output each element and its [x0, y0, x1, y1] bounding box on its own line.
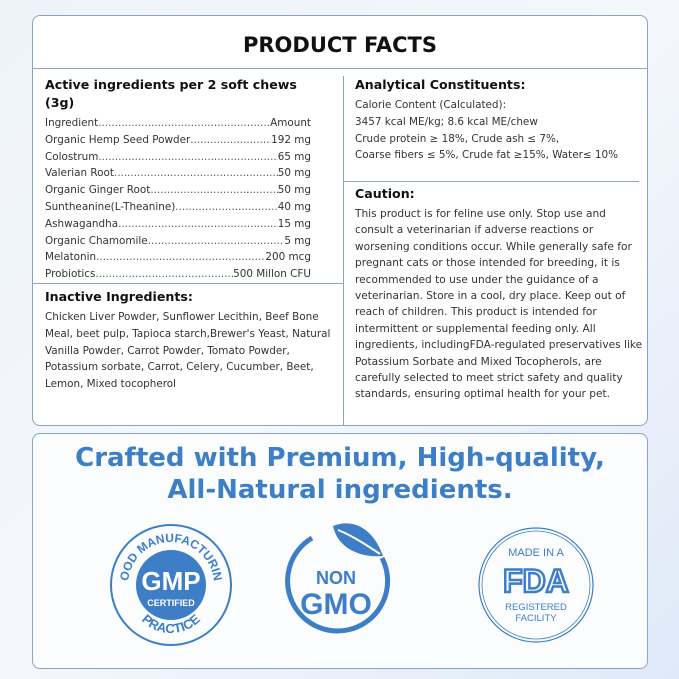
ingredient-row: Melatonin 200 mcg: [45, 249, 311, 266]
quality-banner-panel: Crafted with Premium, High-quality, All-…: [32, 433, 648, 669]
dot-leader: [148, 233, 285, 250]
divider: [343, 181, 639, 182]
active-heading: Active ingredients per 2 soft chews (3g): [45, 77, 297, 110]
ingredient-amount: 192 mg: [271, 133, 311, 146]
ingredient-name: Organic Hemp Seed Powder: [45, 133, 191, 146]
dot-leader: [95, 266, 233, 283]
analytical-line: Calorie Content (Calculated):: [355, 99, 507, 111]
fda-registered-badge: MADE IN A FDA REGISTERED FACILITY: [478, 527, 594, 643]
dot-leader: [190, 132, 271, 149]
analytical-section: Analytical Constituents: Calorie Content…: [355, 76, 645, 164]
ingredient-row: Probiotics 500 Millon CFU: [45, 266, 311, 283]
ingredient-name: Probiotics: [45, 268, 96, 281]
ingredient-row: Colostrum 65 mg: [45, 149, 311, 166]
svg-text:NON: NON: [316, 568, 356, 588]
dot-leader: [114, 165, 278, 182]
divider: [33, 68, 647, 69]
ingredient-row: Organic Ginger Root 50 mg: [45, 182, 311, 199]
ingredient-row: Suntheanine(L-Theanine) 40 mg: [45, 199, 311, 216]
dot-leader: [98, 115, 270, 132]
banner-headline: Crafted with Premium, High-quality, All-…: [33, 442, 647, 506]
ingredient-amount: 15 mg: [277, 217, 311, 230]
ingredient-amount: 500 Millon CFU: [233, 268, 311, 281]
ingredient-amount: 50 mg: [277, 184, 311, 197]
svg-text:FACILITY: FACILITY: [515, 613, 557, 624]
page-title: PRODUCT FACTS: [243, 33, 437, 57]
caution-text: This product is for feline use only. Sto…: [355, 208, 643, 401]
ingredient-row: Valerian Root 50 mg: [45, 165, 311, 182]
analytical-line: Crude protein ≥ 18%, Crude ash ≤ 7%,: [355, 132, 560, 145]
svg-text:MADE IN A: MADE IN A: [508, 547, 564, 559]
dot-leader: [96, 249, 265, 266]
analytical-heading: Analytical Constituents:: [355, 77, 526, 92]
ingredient-amount: Amount: [270, 117, 311, 129]
svg-text:GMO: GMO: [300, 588, 372, 621]
inactive-text: Chicken Liver Powder, Sunflower Lecithin…: [45, 311, 331, 391]
column-divider: [343, 76, 344, 425]
ingredient-name: Valerian Root: [45, 167, 114, 180]
divider: [33, 283, 343, 284]
dot-leader: [118, 216, 278, 233]
active-ingredients-section: Active ingredients per 2 soft chews (3g)…: [45, 76, 311, 283]
ingredient-name: Ingredient: [45, 117, 99, 129]
ingredient-amount: 65 mg: [277, 150, 311, 163]
svg-text:CERTIFIED: CERTIFIED: [147, 598, 195, 608]
dot-leader: [150, 182, 277, 199]
dot-leader: [98, 149, 277, 166]
svg-text:REGISTERED: REGISTERED: [505, 602, 567, 613]
ingredient-row: Ashwagandha 15 mg: [45, 216, 311, 233]
gmp-certified-badge: GOOD MANUFACTURING PRACTICE GMP CERTIFIE…: [108, 522, 232, 646]
inactive-ingredients-section: Inactive Ingredients: Chicken Liver Powd…: [45, 288, 331, 393]
ingredient-amount: 50 mg: [277, 167, 311, 180]
ingredient-amount: 40 mg: [277, 200, 311, 213]
inactive-heading: Inactive Ingredients:: [45, 289, 193, 304]
caution-heading: Caution:: [355, 186, 415, 201]
ingredient-row: Ingredient Amount: [45, 115, 311, 132]
ingredient-name: Ashwagandha: [45, 217, 119, 230]
dot-leader: [175, 199, 277, 216]
ingredient-name: Suntheanine(L-Theanine): [45, 200, 176, 213]
ingredient-name: Colostrum: [45, 150, 99, 163]
banner-line: All-Natural ingredients.: [167, 475, 513, 505]
analytical-line: Coarse fibers ≤ 5%, Crude fat ≥15%, Wate…: [355, 149, 619, 162]
svg-text:GMP: GMP: [141, 566, 200, 596]
ingredient-name: Melatonin: [45, 251, 97, 264]
non-gmo-badge: NON GMO: [285, 523, 391, 634]
ingredient-amount: 200 mcg: [265, 251, 311, 264]
ingredient-name: Organic Ginger Root: [45, 184, 151, 197]
ingredient-row: Organic Chamomile 5 mg: [45, 233, 311, 250]
analytical-line: 3457 kcal ME/kg; 8.6 kcal ME/chew: [355, 115, 538, 128]
product-facts-panel: PRODUCT FACTS Active ingredients per 2 s…: [32, 15, 648, 426]
ingredient-name: Organic Chamomile: [45, 234, 148, 247]
ingredient-amount: 5 mg: [284, 234, 311, 247]
caution-section: Caution: This product is for feline use …: [355, 185, 645, 403]
svg-text:FDA: FDA: [503, 563, 569, 599]
ingredient-row: Organic Hemp Seed Powder 192 mg: [45, 132, 311, 149]
banner-line: Crafted with Premium, High-quality,: [75, 443, 605, 473]
